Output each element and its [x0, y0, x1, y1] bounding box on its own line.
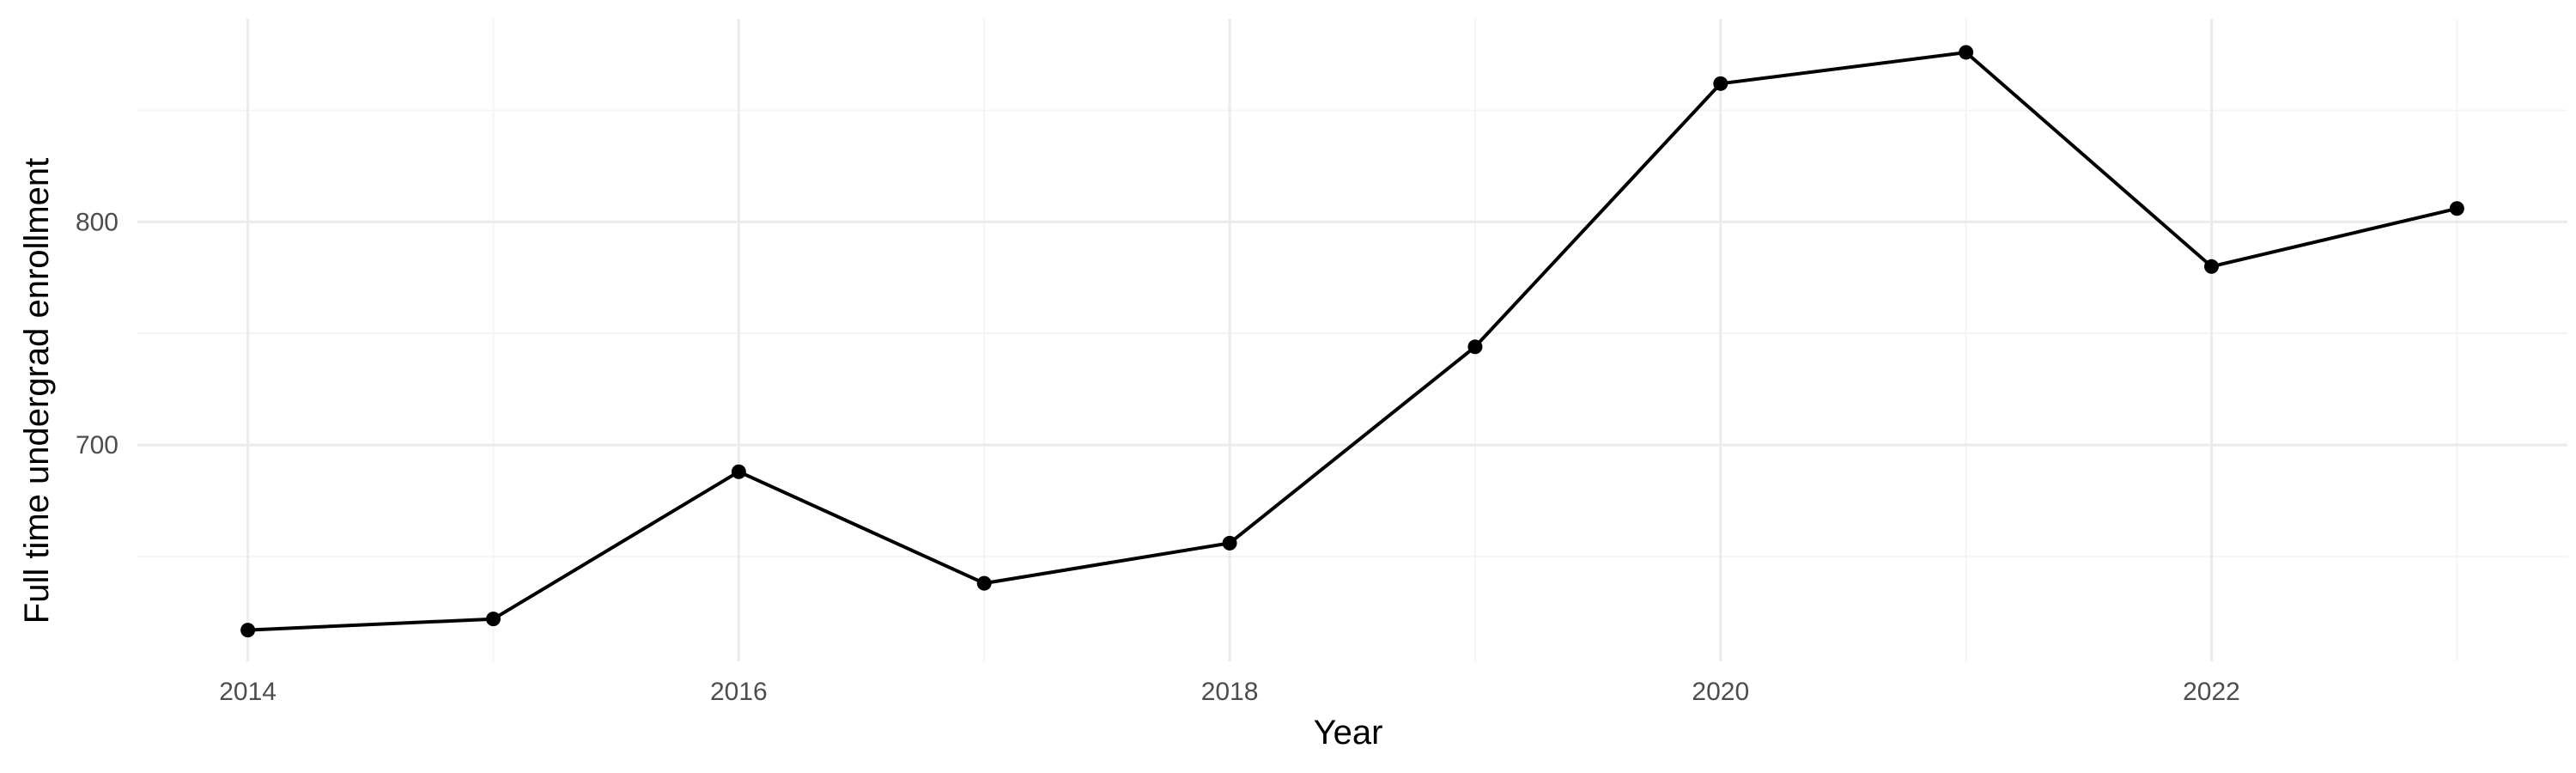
- series-layer: [247, 51, 2458, 632]
- y-tick-label: 800: [76, 208, 118, 236]
- data-point: [2204, 259, 2220, 274]
- data-point: [1222, 535, 1237, 551]
- series-line: [247, 51, 2458, 632]
- minor-gridlines: [137, 19, 2567, 661]
- data-point: [485, 612, 501, 627]
- data-point: [1467, 339, 1483, 355]
- data-point: [240, 623, 256, 638]
- data-point: [731, 464, 746, 479]
- x-axis-title: Year: [1314, 714, 1383, 752]
- points-layer: [240, 45, 2464, 638]
- data-point: [1713, 76, 1728, 91]
- major-gridlines: [137, 19, 2567, 661]
- x-tick-labels: 2014 2016 2018 2020 2022: [219, 678, 2240, 706]
- x-tick-label: 2022: [2183, 678, 2240, 706]
- y-tick-label: 700: [76, 431, 118, 460]
- data-point: [2449, 201, 2464, 216]
- x-tick-label: 2016: [710, 678, 768, 706]
- y-tick-labels: 700 800: [76, 208, 118, 460]
- y-axis-title: Full time undergrad enrollment: [18, 158, 56, 624]
- x-tick-label: 2014: [219, 678, 276, 706]
- x-tick-label: 2018: [1201, 678, 1259, 706]
- data-point: [1959, 45, 1974, 60]
- x-tick-label: 2020: [1692, 678, 1749, 706]
- data-point: [976, 575, 992, 591]
